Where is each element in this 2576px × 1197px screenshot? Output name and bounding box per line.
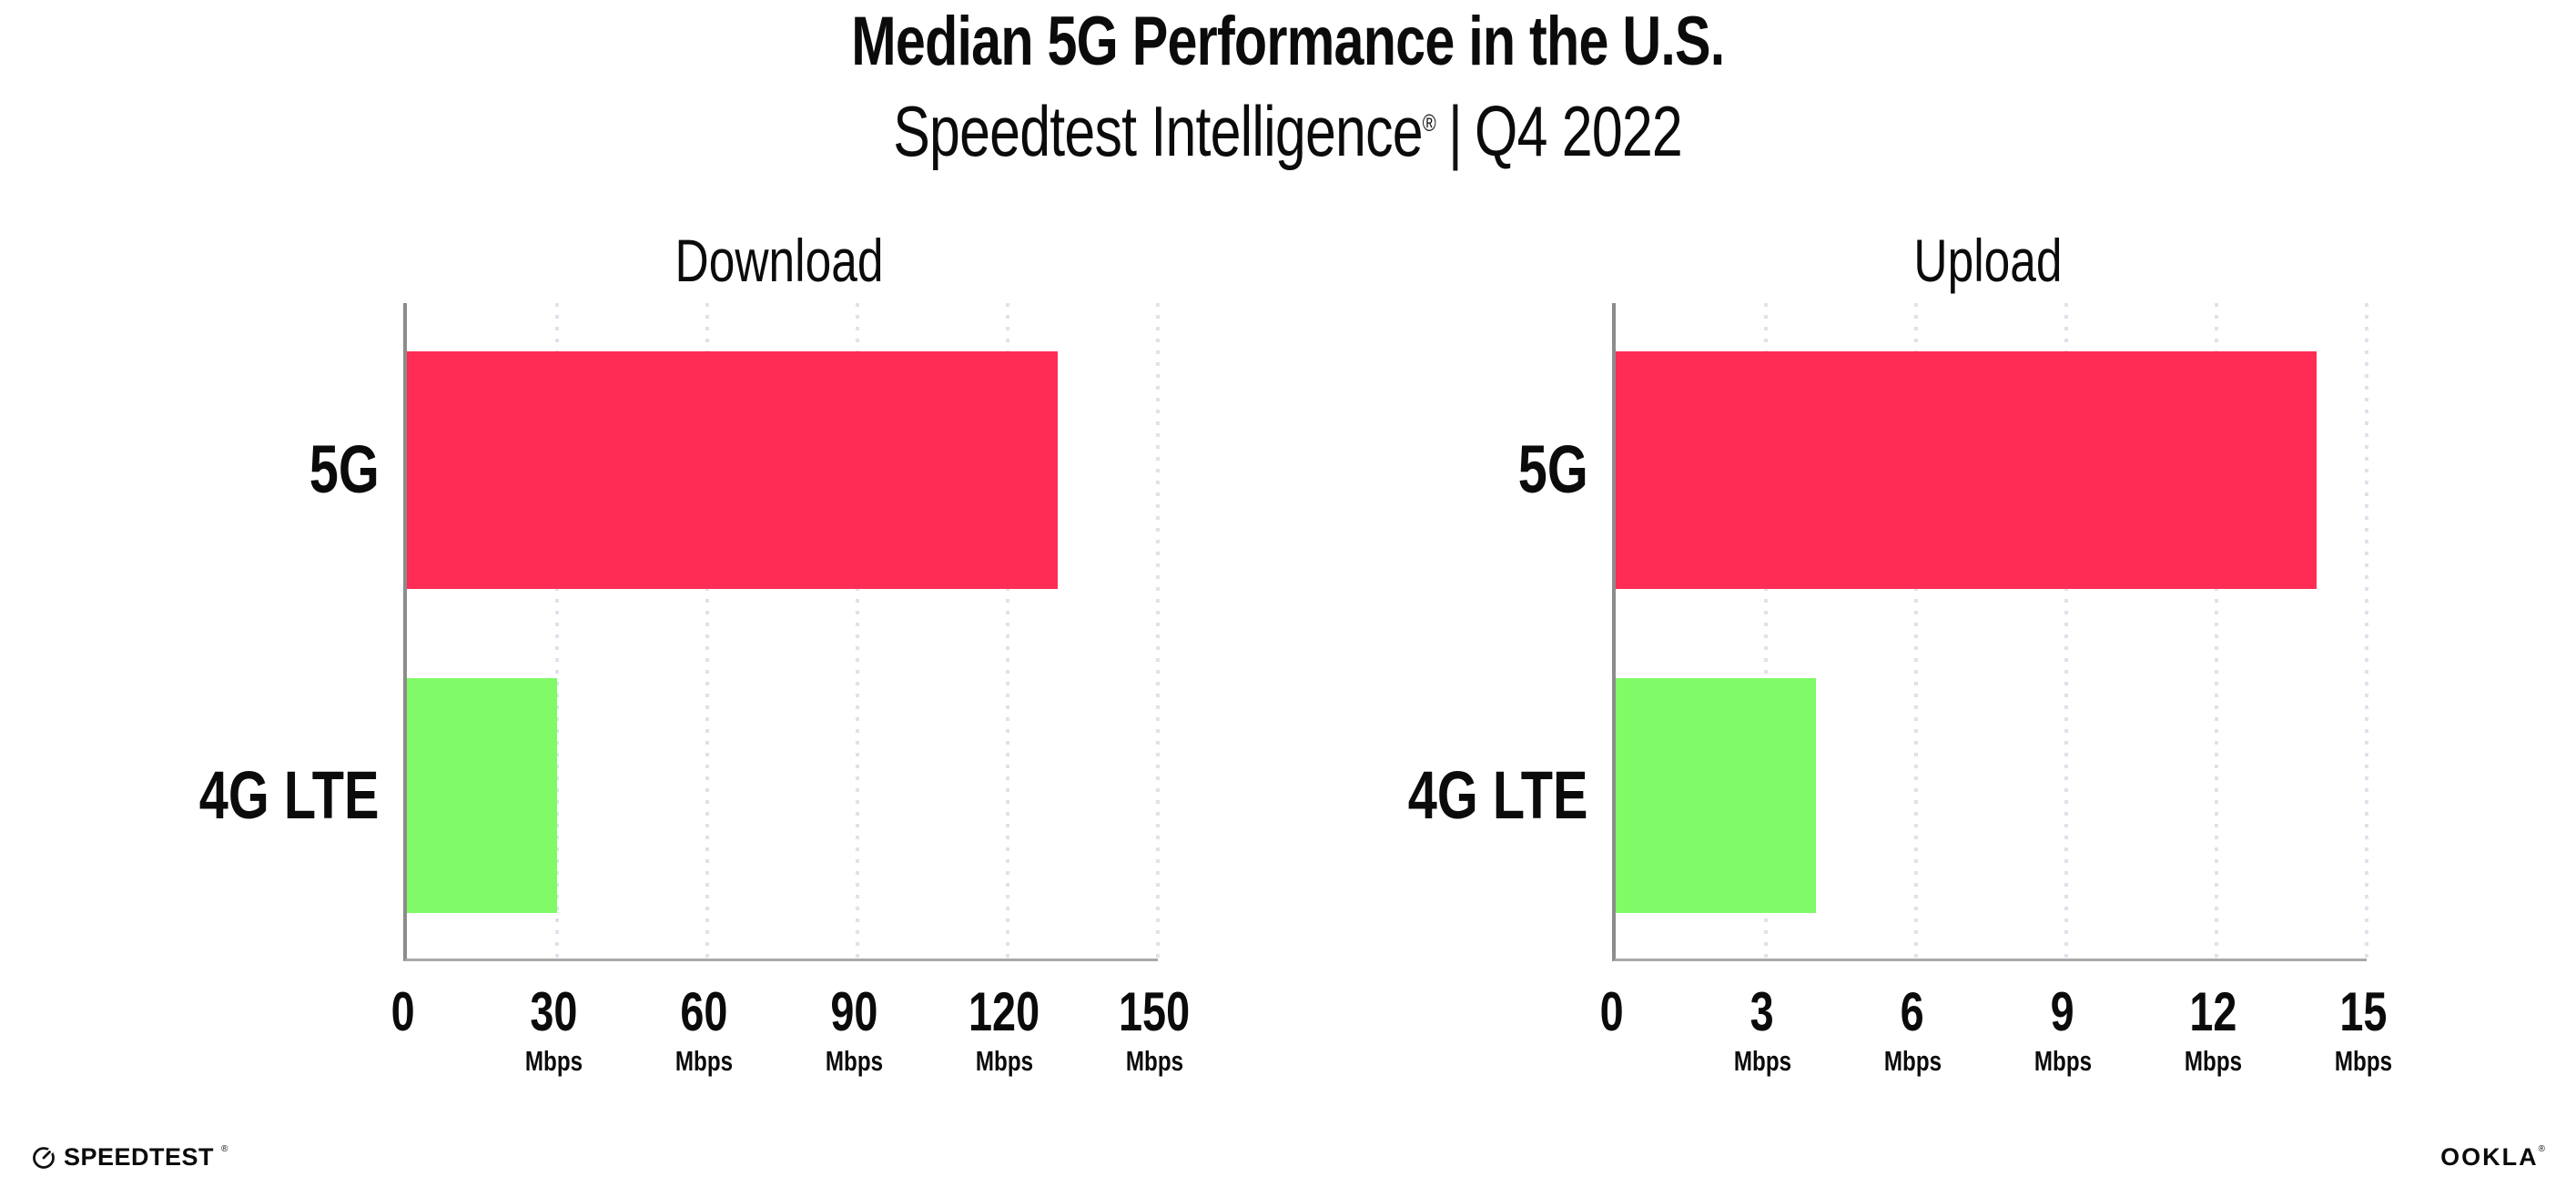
download-tick-90: 90 Mbps <box>763 961 945 1077</box>
download-tick-60-value: 60 <box>679 981 728 1042</box>
page-subtitle-text: Speedtest Intelligence® | Q4 2022 <box>893 91 1684 171</box>
subtitle-quarter: Q4 2022 <box>1475 91 1683 171</box>
download-gridline-30 <box>555 303 559 959</box>
upload-tick-9-value: 9 <box>2050 981 2075 1042</box>
download-tick-30: 30 Mbps <box>462 961 644 1077</box>
registered-trademark-icon: ® <box>1423 109 1436 137</box>
page-title-text: Median 5G Performance in the U.S. <box>851 3 1725 80</box>
upload-tick-6: 6 Mbps <box>1821 961 2003 1077</box>
download-bar-4g-lte <box>407 678 557 913</box>
download-tick-120-value: 120 <box>968 981 1040 1042</box>
upload-tick-0-value: 0 <box>1599 981 1625 1042</box>
upload-gridline-9 <box>2064 303 2068 959</box>
upload-tick-9: 9 Mbps <box>1972 961 2154 1077</box>
page-title: Median 5G Performance in the U.S. <box>0 7 2576 76</box>
download-tick-0-value: 0 <box>390 981 416 1042</box>
upload-tick-15: 15 Mbps <box>2272 961 2454 1077</box>
download-gridline-90 <box>856 303 859 959</box>
speedtest-gauge-icon <box>33 1147 55 1169</box>
upload-bar-5g <box>1616 351 2317 589</box>
download-category-label-4g-lte-text: 4G LTE <box>199 757 380 833</box>
upload-tick-12-value: 12 <box>2188 981 2237 1042</box>
download-chart-title-text: Download <box>674 227 884 294</box>
download-category-label-5g-text: 5G <box>309 431 380 507</box>
upload-category-label-4g-lte: 4G LTE <box>0 762 1588 829</box>
download-tick-90-value: 90 <box>829 981 878 1042</box>
download-tick-60: 60 Mbps <box>613 961 795 1077</box>
download-x-axis: 0 30 Mbps 60 Mbps 90 Mbps 120 Mbps 150 M… <box>391 961 1190 1107</box>
upload-tick-15-unit: Mbps <box>2334 1045 2392 1077</box>
download-tick-0: 0 <box>312 961 494 1040</box>
page-subtitle: Speedtest Intelligence® | Q4 2022 <box>0 91 2576 171</box>
download-tick-60-unit: Mbps <box>674 1045 733 1077</box>
download-tick-150: 150 Mbps <box>1063 961 1245 1077</box>
download-tick-30-value: 30 <box>529 981 578 1042</box>
upload-tick-12: 12 Mbps <box>2122 961 2304 1077</box>
upload-chart-title: Upload <box>1892 228 2083 294</box>
download-tick-120-unit: Mbps <box>975 1045 1033 1077</box>
download-category-label-4g-lte: 4G LTE <box>0 762 380 829</box>
upload-tick-3-unit: Mbps <box>1733 1045 1791 1077</box>
upload-category-label-4g-lte-text: 4G LTE <box>1408 757 1588 833</box>
upload-tick-0: 0 <box>1521 961 1703 1040</box>
upload-gridline-12 <box>2215 303 2218 959</box>
ookla-wordmark: OOKLA <box>2440 1142 2539 1171</box>
upload-chart-title-text: Upload <box>1913 227 2063 294</box>
download-bar-5g <box>407 351 1058 589</box>
upload-category-label-5g: 5G <box>0 436 1588 503</box>
download-tick-150-unit: Mbps <box>1125 1045 1183 1077</box>
upload-tick-6-value: 6 <box>1900 981 1925 1042</box>
download-tick-90-unit: Mbps <box>825 1045 883 1077</box>
upload-tick-3-value: 3 <box>1749 981 1775 1042</box>
upload-x-axis: 0 3 Mbps 6 Mbps 9 Mbps 12 Mbps 15 Mbps <box>1600 961 2392 1107</box>
download-tick-120: 120 Mbps <box>913 961 1095 1077</box>
download-gridline-150 <box>1156 303 1160 959</box>
upload-tick-12-unit: Mbps <box>2184 1045 2242 1077</box>
upload-gridline-3 <box>1764 303 1768 959</box>
download-tick-150-value: 150 <box>1118 981 1191 1042</box>
upload-gridline-6 <box>1914 303 1918 959</box>
upload-tick-9-unit: Mbps <box>2033 1045 2092 1077</box>
ookla-logo: OOKLA ® <box>2440 1142 2545 1171</box>
upload-plot-area <box>1612 303 2368 961</box>
speedtest-wordmark: SPEEDTEST <box>64 1142 215 1171</box>
upload-tick-3: 3 Mbps <box>1671 961 1853 1077</box>
upload-tick-15-value: 15 <box>2338 981 2388 1042</box>
subtitle-product: Speedtest Intelligence <box>893 91 1424 171</box>
upload-bar-4g-lte <box>1616 678 1816 913</box>
download-gridline-120 <box>1006 303 1009 959</box>
download-chart-title: Download <box>645 228 913 294</box>
download-tick-30-unit: Mbps <box>524 1045 583 1077</box>
speedtest-logo: SPEEDTEST ® <box>31 1143 228 1171</box>
upload-tick-6-unit: Mbps <box>1883 1045 1942 1077</box>
download-category-label-5g: 5G <box>0 436 380 503</box>
upload-gridline-15 <box>2365 303 2368 959</box>
upload-category-label-5g-text: 5G <box>1517 431 1588 507</box>
download-plot-area <box>403 303 1160 961</box>
download-gridline-60 <box>705 303 709 959</box>
subtitle-separator: | <box>1448 91 1463 171</box>
